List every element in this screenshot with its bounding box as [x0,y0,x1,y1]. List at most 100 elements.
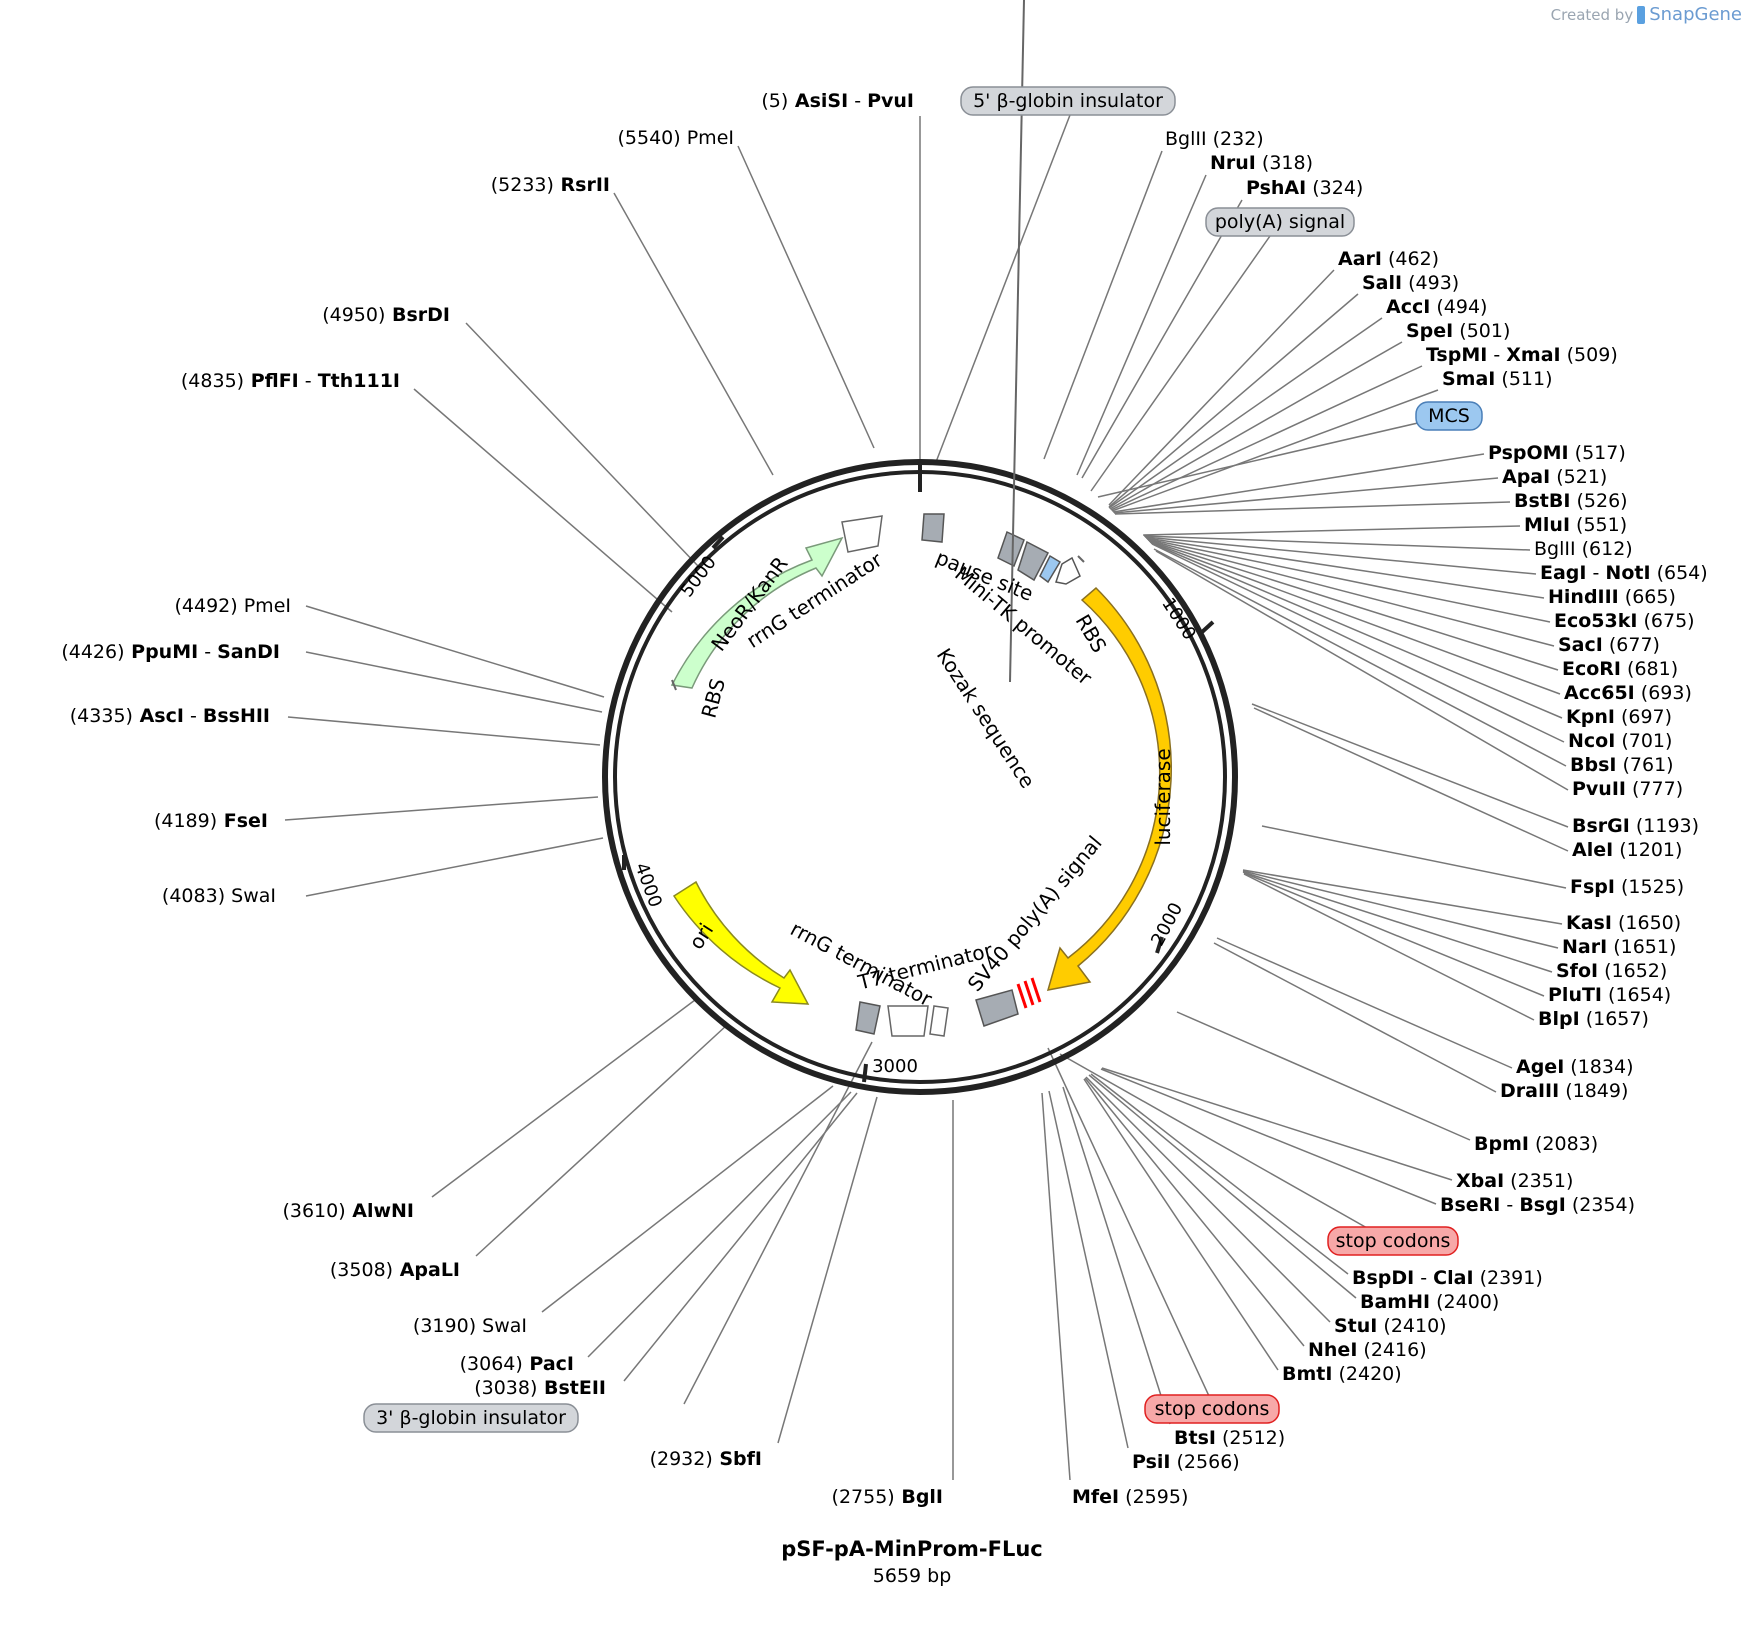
restriction-site-label: (4950) BsrDI [322,304,450,326]
site-leader-line [1242,869,1563,925]
rrng-terminator-bottom-box [887,1005,929,1037]
restriction-site-label: PshAI (324) [1246,177,1363,199]
enzyme-name: PluTI [1548,984,1602,1006]
restriction-site-label: XbaI (2351) [1456,1170,1573,1192]
site-position: - [184,705,203,727]
tick-label: 2000 [1147,899,1187,949]
enzyme-name: SacI [1558,634,1603,656]
feature-callout-label: stop codons [1336,1230,1451,1252]
site-leader-line [465,322,699,567]
restriction-site-label: (2755) BglI [832,1486,943,1508]
restriction-site-label: SalI (493) [1362,272,1459,294]
site-leader-line [1090,1073,1349,1275]
enzyme-name: BsrDI [385,304,450,326]
site-position: (2400) [1430,1291,1499,1313]
enzyme-name: HindIII [1548,586,1619,608]
snapgene-watermark: Created by SnapGene [1551,4,1742,25]
enzyme-name: MluI [1524,514,1570,536]
site-leader-line [1243,873,1535,1021]
restriction-site-label: PluTI (1654) [1548,984,1671,1006]
restriction-site-label: BstBI (526) [1514,490,1628,512]
enzyme-name: PvuII [1572,778,1626,800]
restriction-site-label: SmaI (511) [1442,368,1553,390]
site-position: SwaI [225,885,276,907]
feature-callout-label: 5' β-globin insulator [973,90,1163,112]
pause-site-box [997,530,1025,568]
site-leader-line [613,192,774,476]
restriction-site-label: NruI (318) [1210,152,1313,174]
enzyme-name: NotI [1605,562,1650,584]
backbone-tick-marks [622,462,1215,1083]
site-position: (777) [1626,778,1683,800]
site-position: (4083) [162,885,225,907]
site-position: - [1586,562,1605,584]
feature-callout-box [1144,1394,1280,1424]
site-leader-line [475,1024,728,1257]
restriction-site-label: BglII (612) [1534,538,1633,560]
feature-callout-box [1327,1226,1459,1256]
feature-label: Kozak sequence [932,644,1040,792]
site-position: (232) [1207,128,1264,150]
restriction-site-label: (3064) PacI [460,1353,574,1375]
restriction-site-label: DraIII (1849) [1500,1080,1628,1102]
site-position: (612) [1576,538,1633,560]
site-position: (2420) [1332,1363,1401,1385]
site-position: (1651) [1607,936,1676,958]
enzyme-name: AgeI [1516,1056,1564,1078]
site-position: (324) [1306,177,1363,199]
restriction-site-label: BseRI - BsgI (2354) [1440,1194,1635,1216]
mcs-box [1039,554,1062,584]
site-position: (693) [1635,682,1692,704]
enzyme-name: BmtI [1282,1363,1332,1385]
enzyme-name: SbfI [713,1448,762,1470]
restriction-site-label: BbsI (761) [1570,754,1674,776]
enzyme-name: PshAI [1246,177,1306,199]
enzyme-name: NruI [1210,152,1256,174]
site-position: BglII [1165,128,1207,150]
restriction-site-label: EagI - NotI (654) [1540,562,1708,584]
feature-leader-line [683,1041,873,1405]
enzyme-name: BpmI [1474,1133,1529,1155]
site-position: (4950) [322,304,385,326]
restriction-site-label: AgeI (1834) [1516,1056,1633,1078]
enzyme-name: AleI [1572,839,1613,861]
restriction-site-label: (4083) SwaI [162,885,276,907]
site-position: (697) [1615,706,1672,728]
site-position: (3064) [460,1353,523,1375]
enzyme-name: BamHI [1360,1291,1430,1313]
restriction-site-label: BamHI (2400) [1360,1291,1499,1313]
site-leader-line [1101,1067,1453,1181]
enzyme-name: SfoI [1556,960,1598,982]
site-leader-line [1253,707,1569,852]
site-position: (1654) [1602,984,1671,1006]
enzyme-name: MfeI [1072,1486,1119,1508]
site-position: (1657) [1580,1008,1649,1030]
stop-codons-marks [1016,977,1042,1009]
site-leader-line [284,796,599,821]
site-position: (2416) [1357,1339,1426,1361]
enzyme-name: ApaLI [393,1259,460,1281]
site-leader-line [777,1096,878,1444]
restriction-site-label: KasI (1650) [1566,912,1681,934]
site-position: (494) [1430,296,1487,318]
enzyme-name: StuI [1334,1315,1377,1337]
site-leader-line [1108,293,1359,508]
restriction-site-label: FspI (1525) [1570,876,1684,898]
site-leader-line [541,1085,834,1313]
site-position: (761) [1616,754,1673,776]
site-leader-line [1085,1076,1331,1323]
site-leader-line [1151,543,1565,743]
enzyme-name: BstBI [1514,490,1570,512]
site-leader-line [1109,341,1403,510]
enzyme-name: BlpI [1538,1008,1580,1030]
site-leader-line [305,651,603,713]
enzyme-name: BbsI [1570,754,1616,776]
stop-codon-mark-3 [1030,977,1042,1003]
site-leader-line [1088,1074,1357,1299]
restriction-site-label: ApaI (521) [1502,466,1607,488]
stop-codon-mark-1 [1016,983,1028,1009]
restriction-site-label: PvuII (777) [1572,778,1683,800]
site-leader-line [1081,199,1243,479]
enzyme-name: AlwNI [346,1200,414,1222]
